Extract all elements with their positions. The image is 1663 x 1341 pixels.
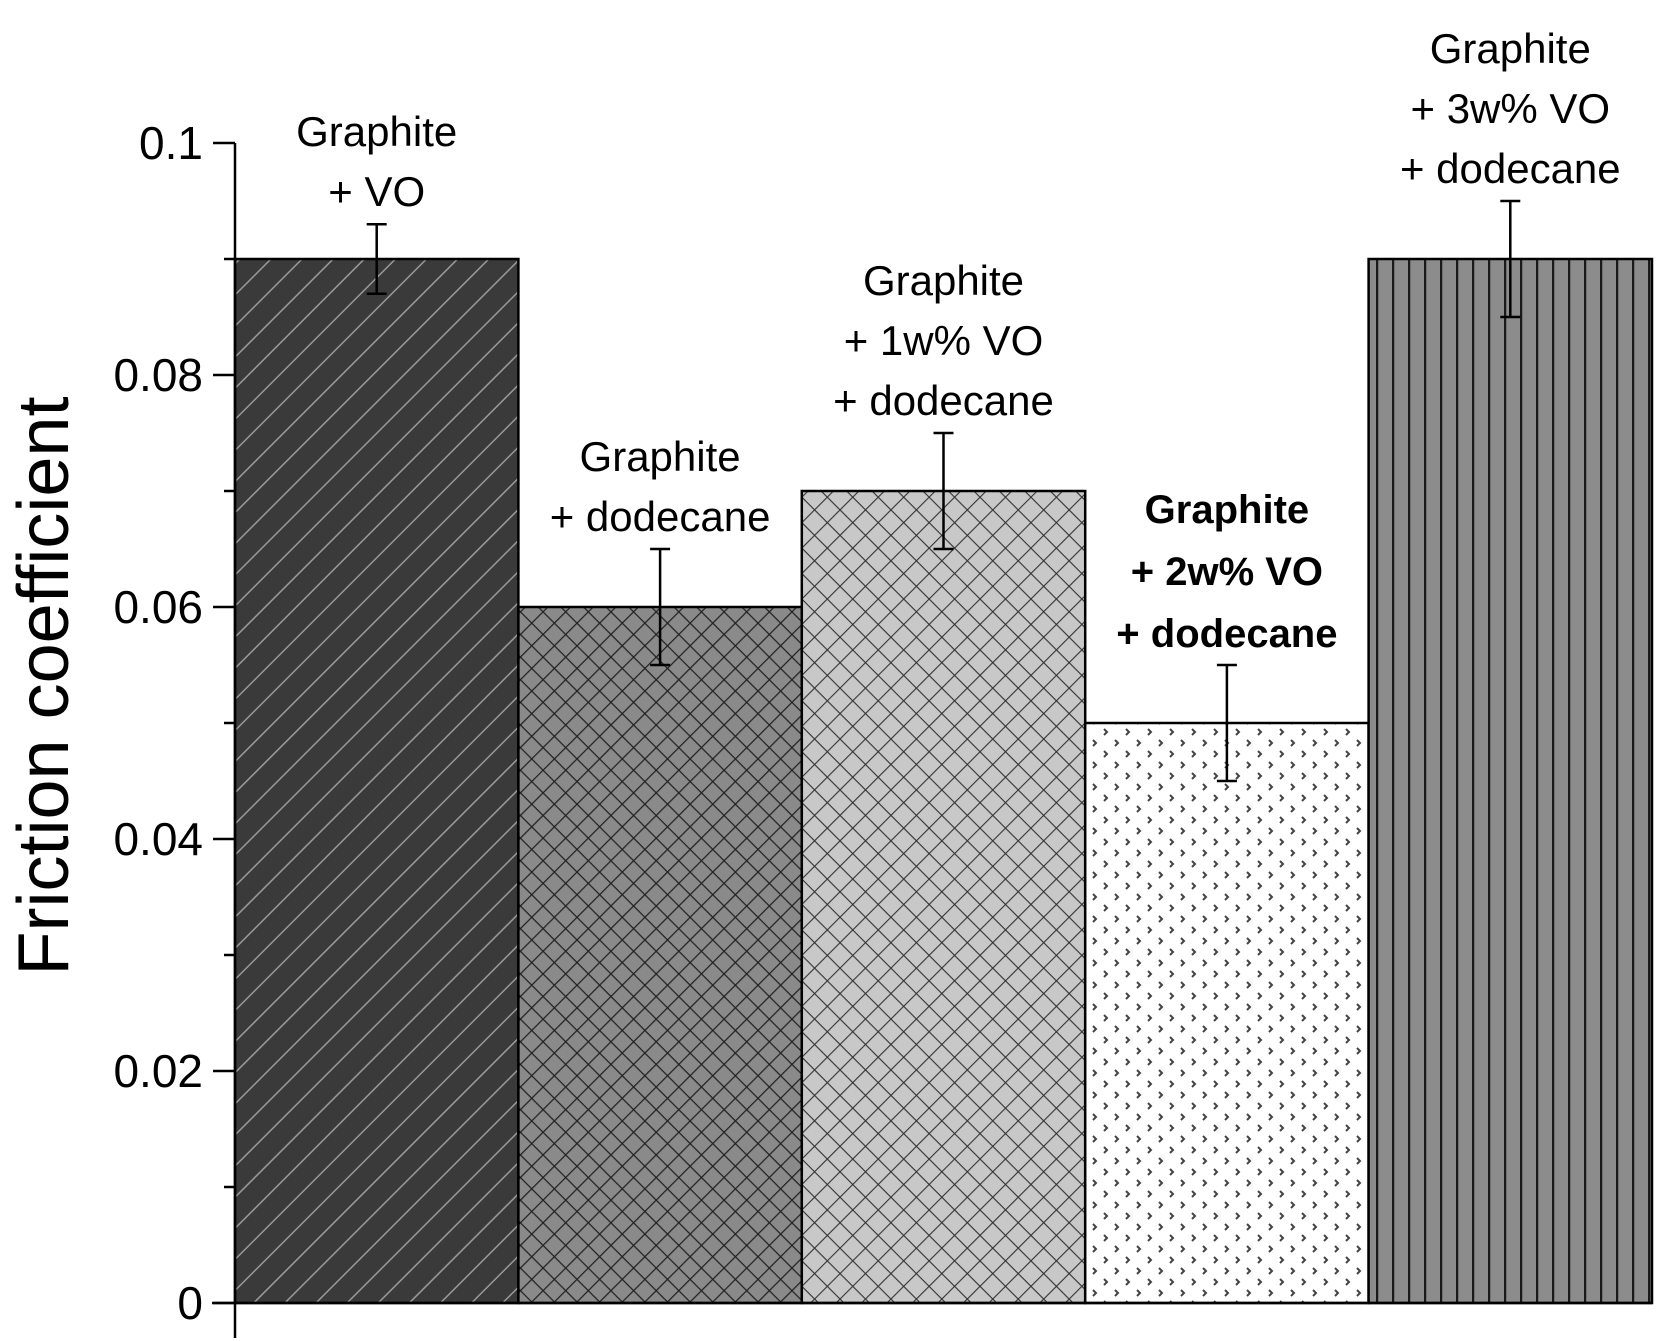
bar-label-4: Graphite + 2w% VO + dodecane	[1116, 488, 1337, 656]
bar-label-line: + dodecane	[550, 493, 771, 540]
bar-label-line: Graphite	[580, 433, 741, 480]
bar-label-line: + dodecane	[1400, 145, 1621, 192]
error-bars-layer	[366, 199, 1521, 783]
y-tick-label: 0.02	[113, 1045, 203, 1097]
bar-label-line: + 1w% VO	[844, 317, 1044, 364]
bar-2	[517, 605, 804, 1305]
error-bar-2	[650, 547, 671, 667]
bar-label-line: Graphite	[296, 108, 457, 155]
bar-label-2: Graphite + dodecane	[550, 433, 771, 540]
bar-label-line: + 2w% VO	[1131, 550, 1323, 594]
bar-label-line: + VO	[328, 168, 425, 215]
bar-3	[800, 489, 1087, 1305]
y-axis: 0 0.02 0.04 0.06 0.08 0.1	[113, 117, 1652, 1338]
error-bar-3	[933, 431, 954, 551]
bar-label-line: + dodecane	[1116, 612, 1337, 656]
bar-label-line: Graphite	[1430, 25, 1591, 72]
y-tick-label: 0.08	[113, 349, 203, 401]
error-bar-5	[1500, 199, 1521, 319]
bar-label-line: Graphite	[863, 257, 1024, 304]
bar-5	[1367, 257, 1654, 1305]
y-tick-label: 0.04	[113, 813, 203, 865]
bar-4	[1083, 721, 1370, 1305]
error-bar-1	[366, 222, 387, 296]
bar-labels-layer: Graphite + VO Graphite + dodecane Graphite + …	[296, 25, 1621, 656]
bar-label-line: + dodecane	[833, 377, 1054, 424]
bar-label-1: Graphite + VO	[296, 108, 457, 215]
y-tick-label: 0.1	[139, 117, 203, 169]
bar-label-line: + 3w% VO	[1411, 85, 1611, 132]
bars-layer	[233, 257, 1654, 1305]
y-tick-label: 0.06	[113, 581, 203, 633]
bar-label-line: Graphite	[1145, 488, 1309, 532]
bar-label-3: Graphite + 1w% VO + dodecane	[833, 257, 1054, 424]
y-tick-label: 0	[177, 1277, 203, 1329]
bar-1	[233, 257, 520, 1305]
bar-label-5: Graphite + 3w% VO + dodecane	[1400, 25, 1621, 192]
error-bar-4	[1216, 663, 1237, 783]
y-axis-label: Friction coefficient	[4, 397, 84, 976]
